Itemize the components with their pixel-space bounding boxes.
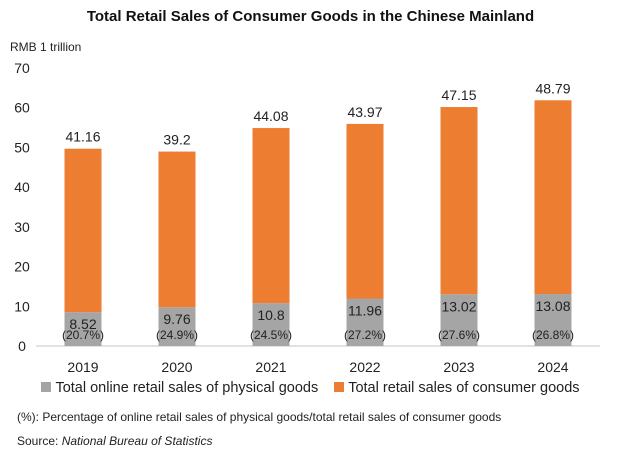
y-tick-label: 40 — [14, 179, 30, 195]
bar-online — [158, 307, 196, 346]
legend-label: Total online retail sales of physical go… — [55, 380, 319, 396]
source-label: Source: — [17, 434, 62, 448]
y-tick-label: 0 — [18, 338, 26, 354]
data-label-online: 13.02 — [441, 298, 476, 314]
data-label-total: 48.79 — [535, 80, 570, 96]
data-label-online: 13.08 — [535, 298, 570, 314]
data-label-percent: (24.9%) — [156, 328, 198, 342]
source: Source: National Bureau of Statistics — [17, 434, 212, 448]
data-label-percent: (26.8%) — [532, 328, 574, 342]
data-label-percent: (24.5%) — [250, 328, 292, 342]
y-tick-label: 10 — [14, 298, 30, 314]
data-label-percent: (27.2%) — [344, 328, 386, 342]
bar-total — [158, 151, 196, 308]
data-label-online: 8.52 — [69, 316, 96, 332]
y-tick-label: 20 — [14, 259, 30, 275]
legend-swatch-orange — [334, 382, 345, 392]
bar-total — [440, 107, 478, 295]
bar-online — [440, 294, 478, 346]
data-label-total: 44.08 — [253, 108, 288, 124]
bar-online — [346, 298, 384, 346]
y-tick-label: 70 — [14, 60, 30, 76]
data-label-total: 41.16 — [65, 129, 100, 145]
bar-total — [346, 123, 384, 299]
y-tick-label: 50 — [14, 139, 30, 155]
x-tick-label: 2021 — [255, 359, 286, 375]
bar-total — [534, 100, 572, 295]
data-label-online: 10.8 — [257, 307, 284, 323]
data-label-total: 39.2 — [163, 132, 190, 148]
y-tick-label: 30 — [14, 219, 30, 235]
bar-online — [534, 294, 572, 346]
x-tick-label: 2022 — [349, 359, 380, 375]
x-tick-label: 2024 — [537, 359, 568, 375]
data-label-online: 9.76 — [163, 311, 190, 327]
bar-total — [64, 148, 102, 313]
bar-total — [252, 128, 290, 304]
legend-item-total: Total retail sales of consumer goods — [334, 380, 580, 396]
data-label-total: 47.15 — [441, 87, 476, 103]
legend-item-online: Total online retail sales of physical go… — [41, 380, 318, 396]
data-label-percent: (27.6%) — [438, 328, 480, 342]
x-tick-label: 2020 — [161, 359, 192, 375]
x-tick-label: 2023 — [443, 359, 474, 375]
legend-swatch-gray — [41, 382, 52, 392]
data-label-total: 43.97 — [347, 104, 382, 120]
chart-title: Total Retail Sales of Consumer Goods in … — [86, 8, 535, 25]
bar-online — [252, 303, 290, 346]
bar-online — [64, 312, 102, 346]
data-label-online: 11.96 — [348, 303, 382, 319]
source-name: National Bureau of Statistics — [61, 434, 213, 448]
y-axis-unit: RMB 1 trillion — [10, 40, 82, 54]
x-tick-label: 2019 — [67, 359, 98, 375]
legend: Total online retail sales of physical go… — [0, 380, 621, 396]
footnote: (%): Percentage of online retail sales o… — [17, 410, 502, 424]
y-tick-label: 60 — [14, 100, 30, 116]
legend-label: Total retail sales of consumer goods — [348, 380, 580, 396]
data-label-percent: (20.7%) — [62, 328, 104, 342]
